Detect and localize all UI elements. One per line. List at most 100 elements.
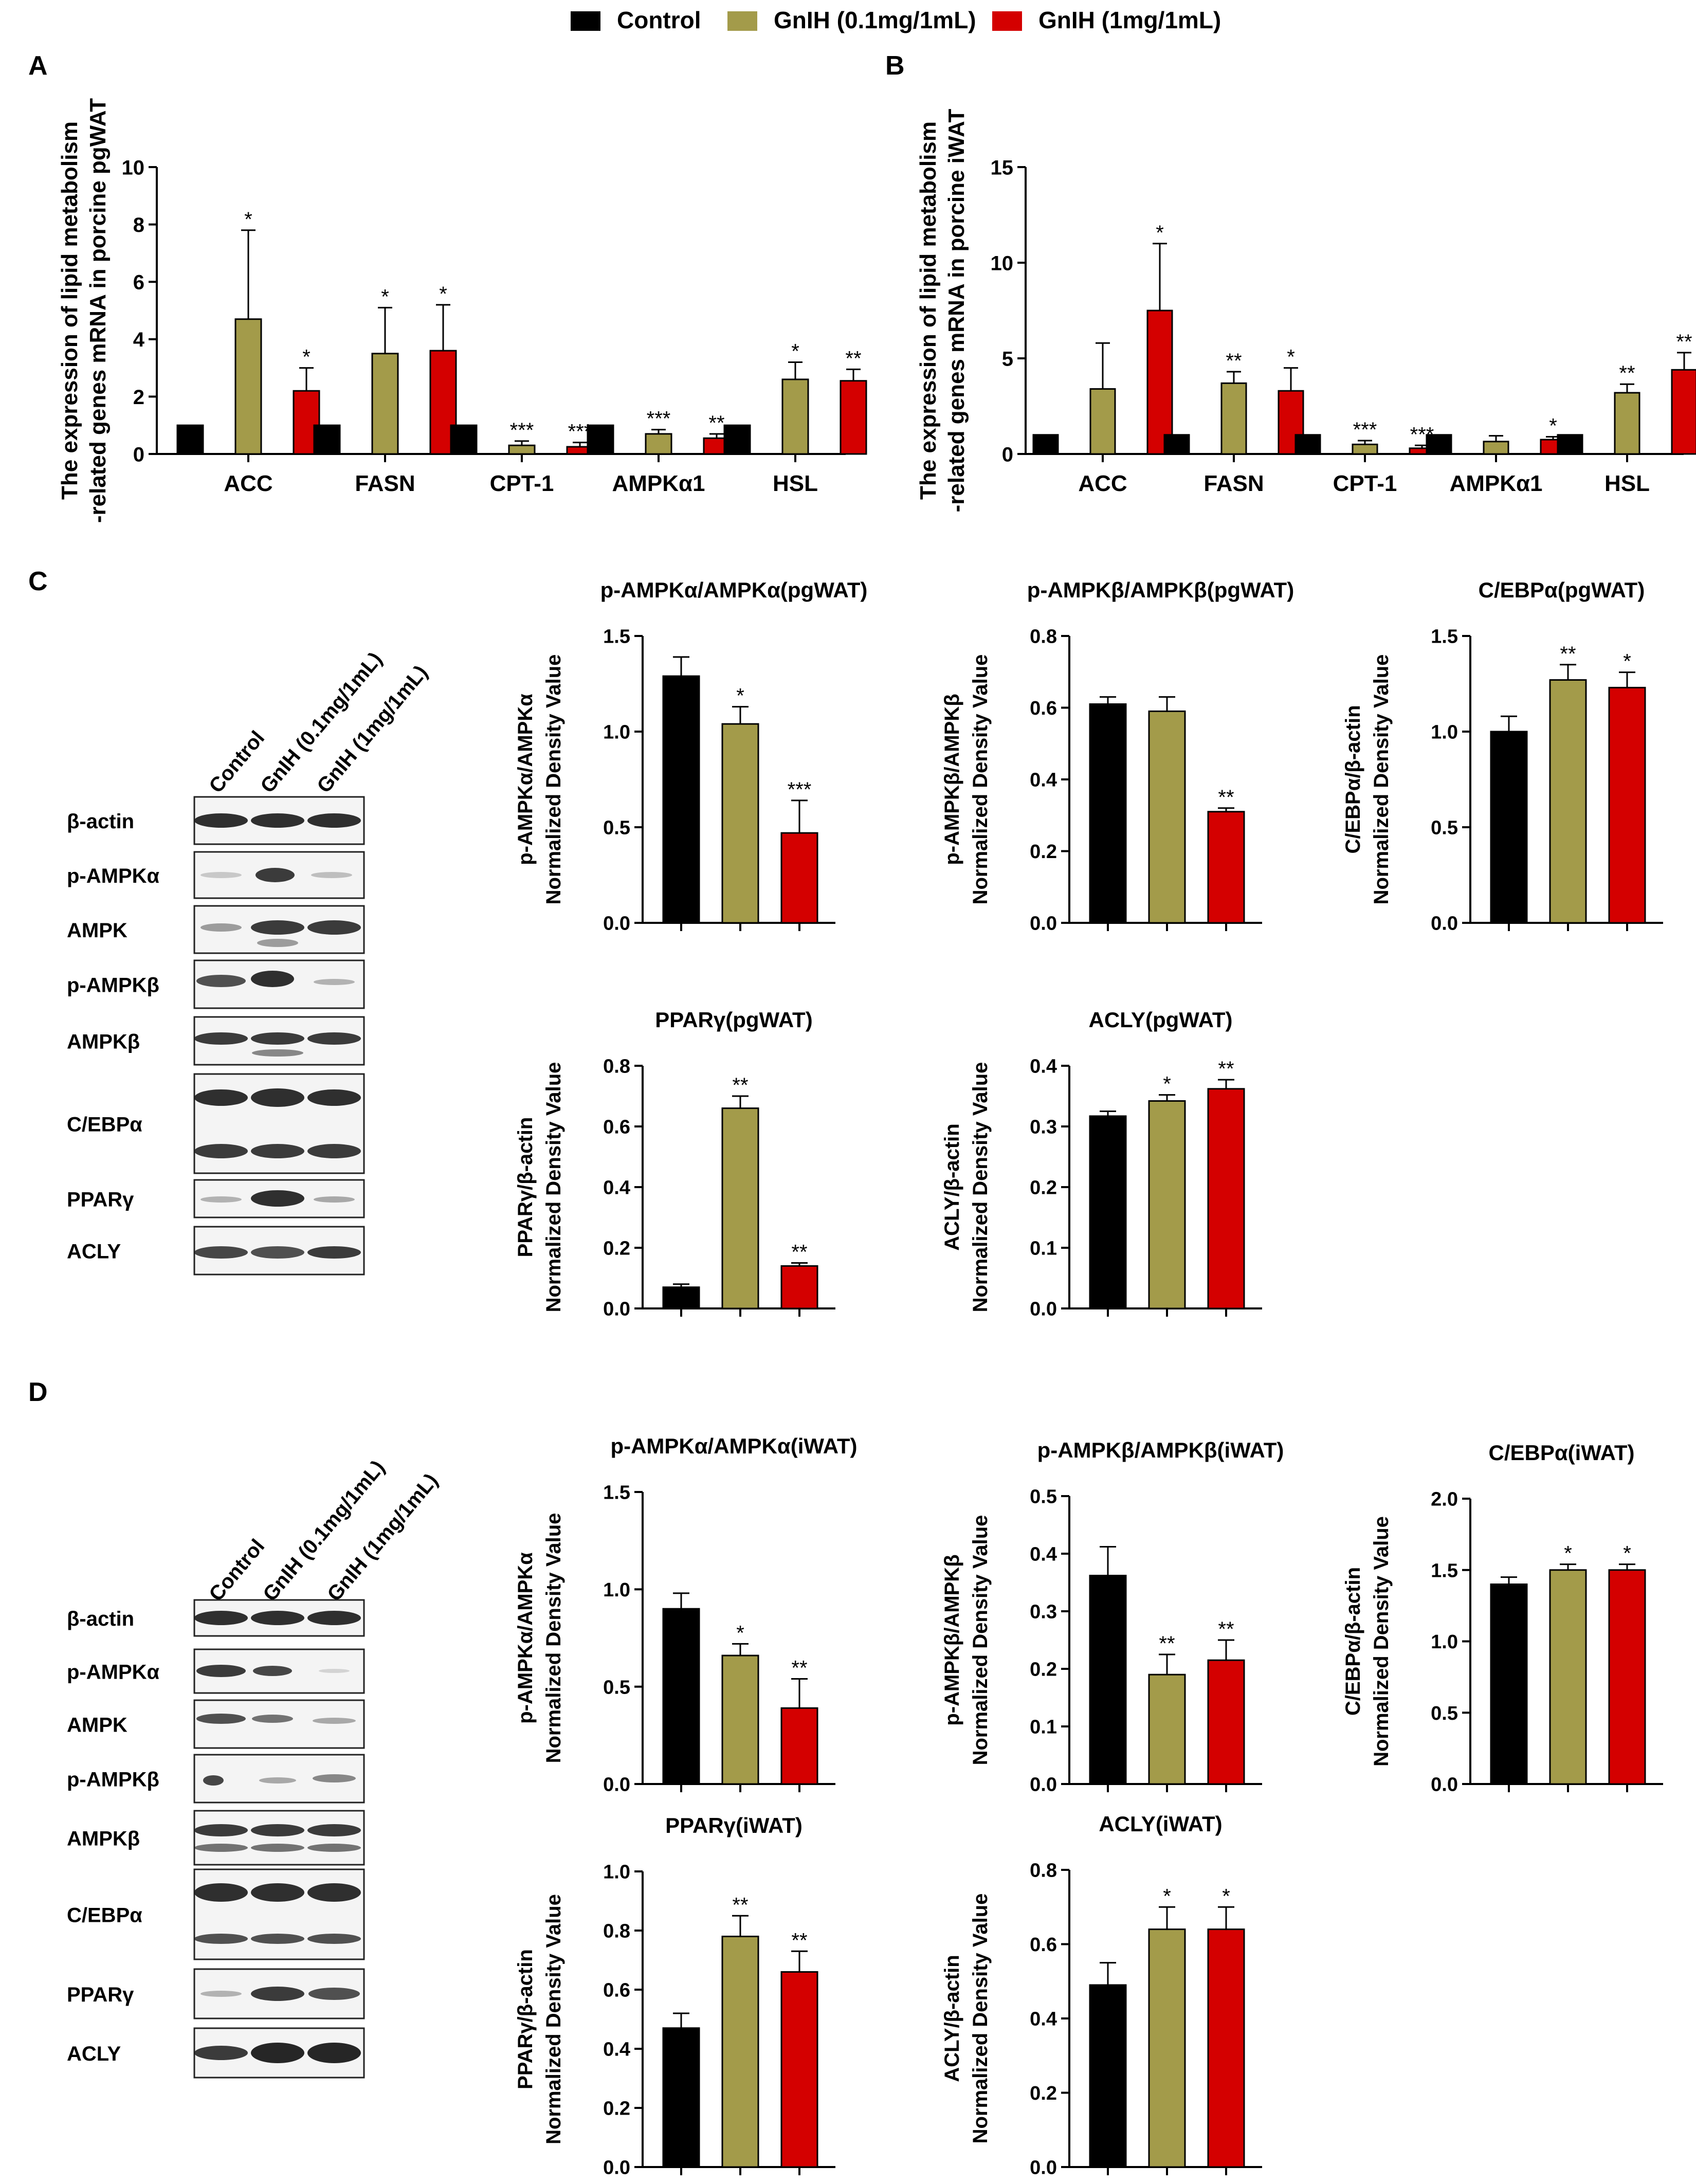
blot-row-label: ACLY [67,1241,121,1263]
y-tick-label: 0.2 [1030,2083,1057,2104]
legend-label-high: GnIH (1mg/1mL) [1038,7,1221,33]
significance-label: * [791,340,799,362]
y-tick-label: 0.1 [1030,1717,1057,1738]
blot-band [194,1611,248,1625]
blot-band [257,939,298,947]
y-tick-label: 0.4 [1030,1544,1057,1566]
bar [313,424,341,455]
bar [662,1608,700,1785]
western-blot-c: Control GnIH (0.1mg/1mL) GnIH (1mg/1mL) … [67,648,432,1276]
y-axis-label: p-AMPKβ/AMPKβ [941,1554,963,1725]
panel-label-c: C [28,567,48,596]
y-tick-label: 1.0 [1431,722,1458,743]
blot-band [196,975,246,987]
bar [508,444,536,455]
y-tick-label: 0.0 [1030,1299,1057,1320]
y-tick-label: 0.2 [1030,841,1057,863]
y-tick-label: 0.0 [1030,1774,1057,1796]
y-tick-label: 0.6 [1030,1934,1057,1956]
y-axis-label: Normalized Density Value [969,1062,992,1313]
legend-swatch-high [992,11,1022,31]
panel-label-a: A [28,51,48,81]
significance-label: * [1549,415,1557,438]
blot-band [251,971,294,987]
blot-band [251,1844,304,1852]
blot-lane-label: GnIH (1mg/1mL) [323,1469,442,1606]
y-tick-label: 1.5 [1431,626,1458,648]
bar [1089,1115,1127,1309]
x-tick-label: CPT-1 [490,471,554,496]
y-axis-label: p-AMPKα/AMPKα [514,694,537,865]
significance-label: ** [1218,786,1234,809]
blot-band [251,1246,304,1259]
blot-row-label: AMPKβ [67,1828,140,1850]
x-tick-label: AMPKα1 [612,471,705,496]
bar [1483,441,1509,455]
bar [645,433,672,455]
blot-band [308,1988,360,2000]
blot-strip [193,1868,365,1960]
y-tick-label: 0.4 [1030,2009,1057,2030]
bar [721,1936,759,2168]
significance-label: * [1163,1885,1171,1907]
bar [1207,811,1245,924]
blot-band [194,1824,248,1836]
bar [587,424,614,455]
blot-band [256,868,295,882]
y-tick-label: 0 [1002,443,1013,466]
y-tick-label: 10 [122,156,145,179]
chart-C1: 0.00.51.01.5****p-AMPKα/AMPKα(pgWAT)p-AM… [514,578,867,935]
significance-label: ** [1619,362,1635,385]
blot-row-label: β-actin [67,1608,134,1630]
y-axis-label: ACLY/β-actin [941,1123,963,1250]
bar [1207,1088,1245,1309]
bar [1163,434,1190,455]
blot-band [203,1775,224,1786]
bar [1089,1575,1127,1785]
blot-band [307,1089,361,1106]
significance-label: * [1623,1542,1631,1565]
blot-band [200,872,242,878]
y-tick-label: 0.8 [603,1056,630,1078]
y-tick-label: 4 [133,329,145,351]
bar [1220,382,1247,455]
y-tick-label: 0.4 [1030,1056,1057,1078]
chart-D5: 0.0 0.2 0.4 0.6 0.8 * * ACLY(iWAT) ACLY/β-actin N… [941,1812,1262,2179]
blot-band [251,1032,304,1045]
significance-label: ** [1218,1058,1234,1080]
significance-label: * [302,346,311,369]
y-tick-label: 0 [133,443,144,466]
legend-swatch-control [571,11,600,31]
bar [1490,731,1528,924]
y-axis-label: Normalized Density Value [969,1894,992,2144]
bar [1148,1100,1186,1309]
y-tick-label: 1.0 [1431,1631,1458,1653]
bar [662,1286,700,1309]
bar [1148,710,1186,924]
chart-D2: 0.0 0.1 0.2 0.3 0.4 0.5 ** ** p-AMPKβ/AMPKβ(iWAT… [941,1438,1284,1796]
y-axis-label: The expression of lipid metabolism [57,121,82,500]
legend-label-control: Control [617,7,701,33]
chart-title: ACLY(iWAT) [1099,1812,1222,1836]
y-axis-label: p-AMPKβ/AMPKβ [941,694,963,865]
bar [1207,1928,1245,2168]
significance-label: * [1156,222,1164,244]
chart-D1: 0.00.51.01.5***p-AMPKα/AMPKα(iWAT)p-AMPK… [514,1434,858,1796]
blot-band [194,1032,248,1045]
blot-band [251,1190,304,1207]
bar [1614,392,1640,455]
significance-label: *** [647,408,671,430]
bar [780,1971,818,2168]
x-tick-label: CPT-1 [1333,471,1397,496]
y-tick-label: 0.8 [1030,1860,1057,1882]
blot-band [307,2043,361,2063]
significance-label: * [736,1622,744,1644]
bar [1032,434,1059,455]
blot-band [313,1718,356,1724]
y-axis-label: -related genes mRNA in porcine iWAT [944,108,969,512]
blot-band [307,1246,361,1259]
y-tick-label: 0.2 [1030,1659,1057,1681]
blot-band [252,1049,303,1057]
x-tick-label: ACC [224,471,272,496]
